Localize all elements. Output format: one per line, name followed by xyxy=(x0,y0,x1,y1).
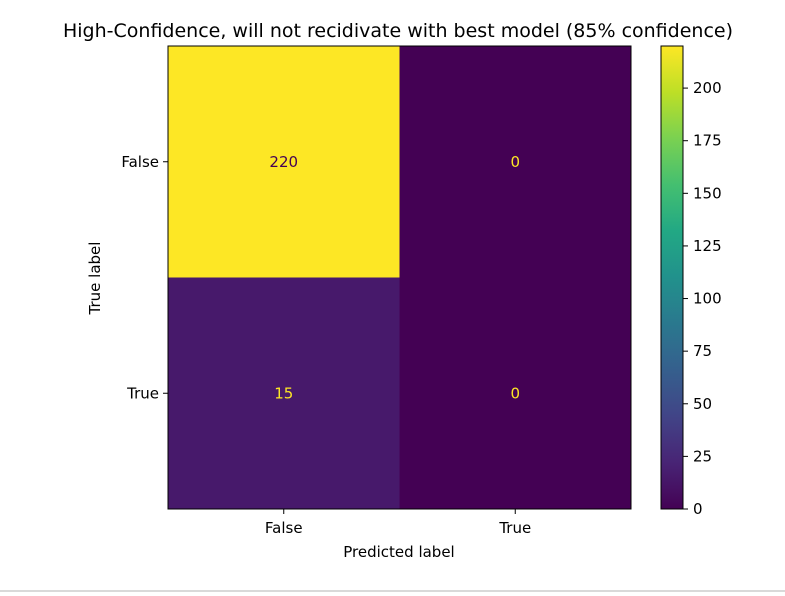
colorbar-tick-label: 75 xyxy=(693,342,712,360)
y-tick-label: False xyxy=(121,153,159,171)
matrix-cell xyxy=(168,277,400,510)
colorbar-tick-label: 50 xyxy=(693,395,712,413)
y-axis-ticks: False True xyxy=(121,153,168,402)
colorbar-tick-label: 25 xyxy=(693,447,712,465)
x-tick-label: True xyxy=(498,519,531,537)
matrix-cell xyxy=(399,46,632,278)
plot-frame xyxy=(167,45,632,510)
bottom-divider xyxy=(0,590,785,592)
matrix-cell xyxy=(168,46,400,278)
matrix-cell-value: 0 xyxy=(510,384,520,402)
colorbar-tick-label: 200 xyxy=(693,79,722,97)
colorbar-ticks: 0 25 50 75 100 125 150 175 200 xyxy=(683,79,722,518)
matrix-cell-labels: 220 0 15 0 xyxy=(269,153,520,403)
colorbar-tick-label: 175 xyxy=(693,132,722,150)
matrix-cell xyxy=(399,277,632,510)
matrix-cells xyxy=(168,46,632,510)
chart-title: High-Confidence, will not recidivate wit… xyxy=(63,20,733,42)
colorbar-tick-label: 100 xyxy=(693,290,722,308)
matrix-cell-value: 0 xyxy=(510,153,520,171)
matrix-cell-value: 220 xyxy=(269,153,298,171)
colorbar-tick-label: 150 xyxy=(693,184,722,202)
x-axis-label: Predicted label xyxy=(343,543,454,561)
matrix-cell-value: 15 xyxy=(274,384,293,402)
colorbar xyxy=(660,45,684,510)
colorbar-tick-label: 0 xyxy=(693,500,703,518)
x-axis-ticks: False True xyxy=(265,509,531,537)
y-axis-label: True label xyxy=(86,242,104,316)
colorbar-tick-label: 125 xyxy=(693,237,722,255)
y-tick-label: True xyxy=(126,384,159,402)
x-tick-label: False xyxy=(265,519,303,537)
